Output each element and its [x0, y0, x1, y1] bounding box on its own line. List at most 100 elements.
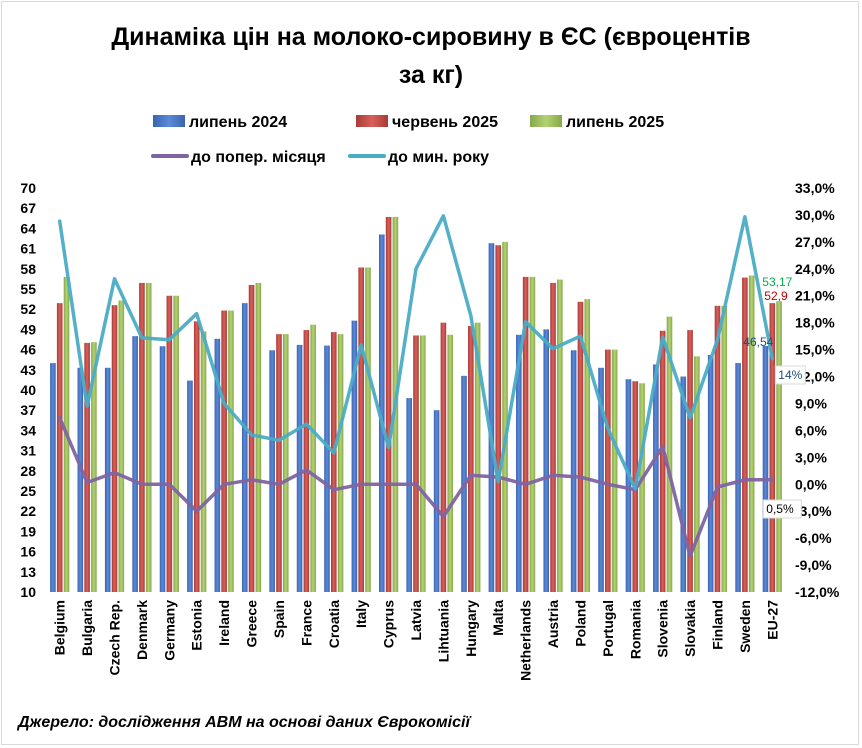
bar: [557, 279, 563, 592]
bar: [337, 334, 344, 592]
y-left-tick-label: 55: [20, 281, 36, 297]
bar: [221, 310, 227, 592]
bar: [56, 303, 63, 592]
x-category-label: Portugal: [600, 600, 616, 657]
y-left-tick-label: 64: [20, 220, 36, 236]
y-right-tick-label: 18,0%: [795, 315, 835, 331]
bar: [118, 300, 125, 592]
x-category-label: Cyprus: [381, 600, 397, 648]
x-category-label: Finland: [709, 600, 725, 650]
bars: [50, 216, 782, 593]
bar: [468, 326, 474, 592]
bar: [104, 367, 111, 592]
bar: [577, 301, 584, 592]
legend: липень 2024 червень 2025 липень 2025 до поп…: [151, 114, 664, 166]
bar: [365, 267, 371, 592]
y-right-tick-label: -3,0%: [795, 503, 832, 519]
bar: [145, 282, 152, 592]
bar: [433, 410, 440, 592]
bar: [132, 336, 138, 592]
bar: [200, 331, 207, 592]
y-left-tick-label: 34: [20, 422, 36, 438]
bar: [310, 324, 316, 592]
legend-swatch-bar: [153, 115, 185, 127]
y-right-tick-label: -6,0%: [795, 530, 832, 546]
bar: [50, 363, 56, 592]
bar: [776, 301, 782, 592]
bar: [666, 316, 673, 592]
y-left-tick-label: 13: [20, 564, 36, 580]
y-right-tick-label: 30,0%: [795, 207, 835, 223]
bar: [193, 321, 200, 592]
x-category-label: Belgium: [52, 600, 68, 655]
bar: [659, 330, 666, 592]
data-label: 52,9: [764, 289, 788, 303]
legend-label: липень 2025: [566, 114, 664, 131]
bar: [611, 349, 618, 592]
legend-label: червень 2025: [392, 114, 498, 131]
x-category-label: Romania: [627, 600, 643, 659]
bar: [769, 303, 776, 592]
y-right-tick-label: 24,0%: [795, 261, 835, 277]
bar: [139, 282, 145, 592]
data-label: 14%: [778, 368, 802, 382]
bar: [687, 330, 693, 592]
bar: [84, 342, 90, 592]
bar: [653, 364, 659, 592]
bar: [282, 334, 289, 592]
x-category-label: Latvia: [408, 600, 424, 641]
x-category-label: Lihtuania: [435, 600, 451, 662]
lines: [57, 214, 775, 558]
legend-label: до мин. року: [388, 149, 489, 166]
data-label: 53,17: [762, 275, 792, 289]
y-left-tick-label: 67: [20, 200, 36, 216]
y-right-tick-label: 15,0%: [795, 342, 835, 358]
bar: [159, 346, 166, 592]
y-right-tick-label: -9,0%: [795, 557, 832, 573]
bar: [502, 241, 508, 592]
x-category-label: Germany: [161, 600, 177, 661]
data-label: 0,5%: [766, 502, 794, 516]
x-category-label: Denmark: [134, 600, 150, 660]
chart-title: Динаміка цін на молоко-сировину в ЄС (єв…: [0, 18, 862, 94]
x-category-label: Bulgaria: [79, 600, 95, 656]
x-category-label: Slovakia: [682, 600, 698, 657]
bar: [495, 245, 502, 592]
bar: [714, 305, 721, 592]
legend-swatch-bar: [356, 115, 388, 127]
bar: [742, 277, 748, 592]
bar: [269, 350, 275, 592]
bar: [406, 398, 412, 592]
bar: [173, 295, 179, 592]
bar: [625, 379, 632, 592]
bar: [522, 276, 529, 592]
legend-label: липень 2024: [189, 114, 287, 131]
y-left-tick-label: 43: [20, 362, 36, 378]
bar: [598, 367, 604, 592]
x-category-label: Sweden: [737, 600, 753, 653]
legend-swatch-bar: [530, 115, 562, 127]
bar: [680, 376, 687, 592]
y-left-tick-label: 70: [20, 180, 36, 196]
y-right-tick-label: -12,0%: [795, 584, 840, 600]
x-category-label: Estonia: [189, 600, 205, 651]
y-left-tick-label: 28: [20, 463, 36, 479]
line-mom: [57, 416, 775, 558]
data-label: 46,54: [743, 335, 773, 349]
y-right-tick-label: 21,0%: [795, 288, 835, 304]
y-left-tick-label: 49: [20, 321, 36, 337]
bar: [276, 334, 282, 592]
bar: [420, 335, 426, 592]
bar: [440, 322, 447, 592]
x-category-label: Slovenia: [655, 600, 671, 658]
x-category-label: France: [298, 600, 314, 646]
y-right-tick-label: 0,0%: [795, 476, 827, 492]
y-left-tick-label: 58: [20, 261, 36, 277]
x-category-label: Ireland: [216, 600, 232, 646]
y-left-tick-label: 19: [20, 523, 36, 539]
data-label-box: [762, 499, 802, 519]
x-category-label: Italy: [353, 600, 369, 628]
bar: [570, 350, 577, 592]
bar: [385, 216, 392, 592]
